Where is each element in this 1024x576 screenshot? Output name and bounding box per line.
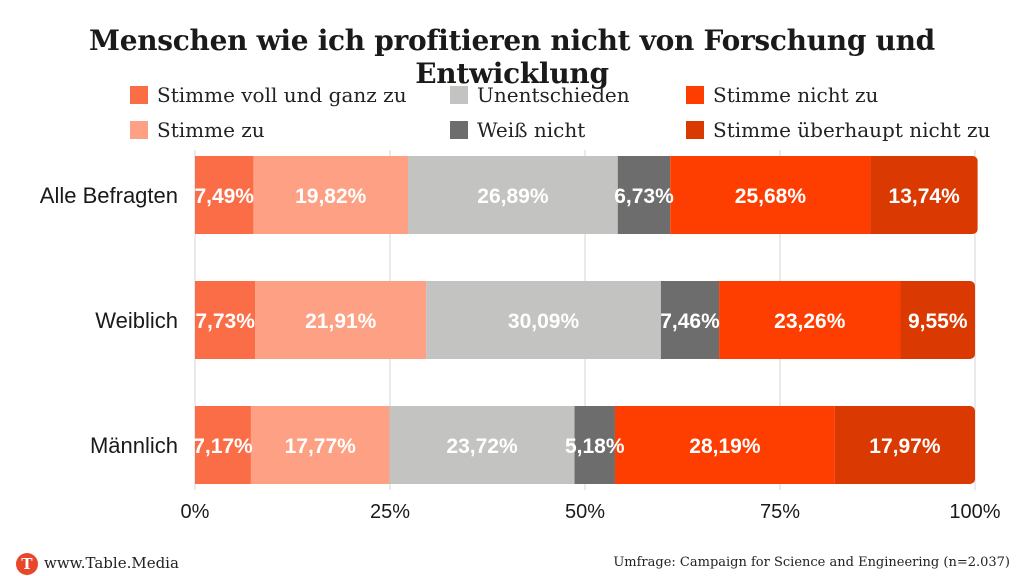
category-label: Weiblich (95, 308, 178, 333)
bar-data-label: 30,09% (508, 310, 580, 333)
bar-segment (195, 406, 251, 484)
bar-segment (195, 281, 256, 359)
bar-data-label: 17,97% (869, 435, 941, 458)
bar-segment (660, 281, 720, 359)
legend-swatch-stimme-zu (130, 121, 148, 139)
bar-data-label: 7,46% (660, 310, 720, 333)
bar-row (195, 406, 975, 484)
bar-segment (617, 156, 671, 234)
bar-data-label: 7,49% (194, 185, 254, 208)
legend-swatch-stimme-voll (130, 86, 148, 104)
bar-segment (834, 406, 975, 484)
x-tick-label: 50% (565, 501, 605, 523)
legend-swatch-unentschieden (450, 86, 468, 104)
bar-segment (250, 406, 390, 484)
bar-data-label: 17,77% (285, 435, 357, 458)
footer-site: www.Table.Media (44, 554, 179, 572)
bar-row (195, 281, 975, 359)
bar-segment (253, 156, 409, 234)
legend-label-unentschieden: Unentschieden (477, 83, 630, 107)
category-label: Alle Befragten (40, 183, 178, 208)
bar-data-label: 23,72% (446, 435, 518, 458)
x-tick-label: 0% (181, 501, 210, 523)
bar-data-label: 13,74% (889, 185, 961, 208)
x-tick-label: 25% (370, 501, 410, 523)
legend-label-stimme-zu: Stimme zu (157, 118, 265, 142)
x-tick-label: 75% (760, 501, 800, 523)
chart-title: Menschen wie ich profitieren nicht von F… (89, 24, 935, 90)
table-media-logo: T (16, 553, 38, 575)
bar-segment (195, 156, 254, 234)
bar-data-label: 7,17% (193, 435, 253, 458)
legend-label-stimme-nicht: Stimme nicht zu (713, 83, 879, 107)
bar-data-label: 19,82% (295, 185, 367, 208)
legend-swatch-ueberhaupt-nicht (686, 121, 704, 139)
bar-data-label: 26,89% (477, 185, 549, 208)
legend-item-stimme-voll: Stimme voll und ganz zu (130, 83, 407, 107)
legend-item-stimme-nicht: Stimme nicht zu (686, 83, 878, 107)
bar-segment (255, 281, 427, 359)
legend-label-weiss-nicht: Weiß nicht (477, 118, 586, 142)
bar-segment (670, 156, 871, 234)
footer-source: Umfrage: Campaign for Science and Engine… (613, 555, 1010, 570)
bar-row (195, 156, 978, 234)
bar-data-label: 25,68% (735, 185, 807, 208)
bar-segment (408, 156, 618, 234)
legend-swatch-stimme-nicht (686, 86, 704, 104)
bar-data-label: 28,19% (689, 435, 761, 458)
bar-segment (574, 406, 615, 484)
legend-label-stimme-voll: Stimme voll und ganz zu (157, 83, 407, 107)
legend-item-unentschieden: Unentschieden (450, 83, 630, 107)
bar-data-label: 7,73% (195, 310, 255, 333)
bar-segment (389, 406, 575, 484)
bar-segment (719, 281, 901, 359)
bar-segment (614, 406, 835, 484)
legend-swatch-weiss-nicht (450, 121, 468, 139)
bar-data-label: 5,18% (565, 435, 625, 458)
bar-data-label: 21,91% (305, 310, 377, 333)
bar-segment (900, 281, 975, 359)
category-label: Männlich (90, 433, 178, 458)
bar-segment (426, 281, 661, 359)
legend-label-ueberhaupt-nicht: Stimme überhaupt nicht zu (713, 118, 991, 142)
bar-data-label: 6,73% (614, 185, 674, 208)
legend-item-stimme-zu: Stimme zu (130, 118, 265, 142)
bar-data-label: 23,26% (774, 310, 846, 333)
bar-segment (870, 156, 978, 234)
x-tick-label: 100% (949, 501, 1000, 523)
legend-item-ueberhaupt-nicht: Stimme überhaupt nicht zu (686, 118, 990, 142)
bar-data-label: 9,55% (908, 310, 968, 333)
legend-item-weiss-nicht: Weiß nicht (450, 118, 585, 142)
